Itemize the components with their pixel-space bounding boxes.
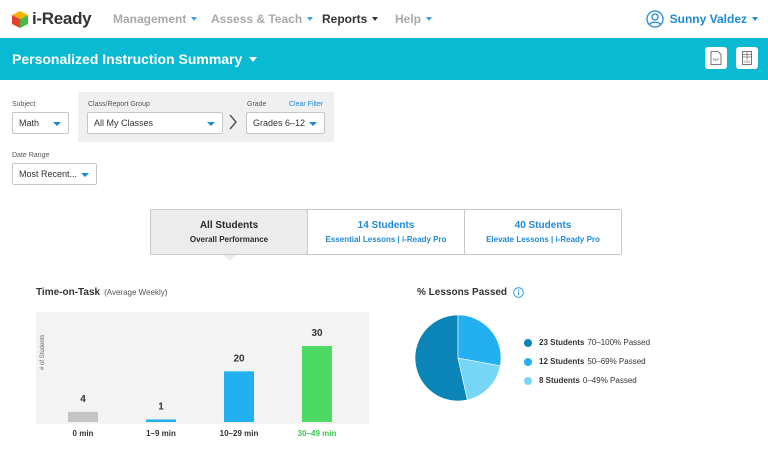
x-tick-label: 30–49 min bbox=[298, 429, 337, 438]
tab-subtitle: Elevate Lessons | i-Ready Pro bbox=[486, 235, 600, 244]
chevron-down-icon bbox=[426, 17, 433, 21]
logo-cube-icon bbox=[12, 10, 28, 28]
tab-essential-lessons[interactable]: 14 Students Essential Lessons | i-Ready … bbox=[308, 210, 465, 254]
chevron-right-icon bbox=[229, 114, 237, 130]
chevron-down-icon bbox=[752, 17, 758, 21]
legend-dot bbox=[524, 357, 532, 366]
legend-dot bbox=[524, 338, 532, 347]
pie-slice[interactable] bbox=[457, 314, 502, 367]
report-title-dropdown[interactable]: Personalized Instruction Summary bbox=[12, 51, 258, 67]
legend-item: 12 Students 50–69% Passed bbox=[524, 352, 650, 371]
pdf-icon-label: PDF bbox=[713, 58, 720, 62]
time-on-task-heading: Time-on-Task (Average Weekly) bbox=[36, 287, 167, 298]
x-tick-label: 0 min bbox=[73, 429, 94, 438]
nav-reports[interactable]: Reports bbox=[322, 12, 379, 26]
csv-icon-label: CSV bbox=[744, 60, 752, 64]
legend-desc: 0–49% Passed bbox=[582, 376, 637, 385]
pie-slice[interactable] bbox=[414, 314, 468, 402]
nav-management[interactable]: Management bbox=[113, 12, 198, 26]
export-pdf-button[interactable]: PDF bbox=[705, 47, 727, 69]
top-nav: i-Ready Management Assess & Teach Report… bbox=[0, 0, 768, 38]
date-range-label: Date Range bbox=[12, 152, 50, 159]
tab-title: All Students bbox=[199, 220, 259, 231]
bar-value-label: 30 bbox=[311, 328, 323, 339]
legend-count: 8 Students bbox=[539, 376, 580, 385]
nav-reports-label: Reports bbox=[322, 12, 368, 26]
class-report-group-value: All My Classes bbox=[94, 118, 154, 128]
date-range-value: Most Recent... bbox=[19, 169, 78, 179]
pdf-icon: PDF bbox=[710, 51, 722, 65]
legend-item: 23 Students 70–100% Passed bbox=[524, 333, 650, 352]
bar-value-label: 20 bbox=[233, 353, 245, 364]
chevron-down-icon bbox=[249, 56, 258, 62]
legend-desc: 70–100% Passed bbox=[587, 338, 651, 347]
bar[interactable] bbox=[68, 411, 98, 422]
nav-management-label: Management bbox=[113, 12, 187, 26]
bar-value-label: 4 bbox=[80, 394, 86, 405]
pie-slice[interactable] bbox=[457, 357, 501, 401]
user-name: Sunny Valdez bbox=[669, 12, 747, 26]
subject-value: Math bbox=[19, 118, 40, 128]
legend-desc: 50–69% Passed bbox=[587, 357, 646, 366]
chevron-down-icon bbox=[81, 173, 89, 177]
subject-label: Subject bbox=[12, 101, 36, 108]
user-avatar-icon bbox=[645, 10, 664, 28]
tab-title: 14 Students bbox=[357, 220, 415, 231]
bar[interactable] bbox=[146, 419, 176, 422]
tab-title: 40 Students bbox=[514, 220, 572, 231]
chevron-down-icon bbox=[372, 17, 379, 21]
iready-logo[interactable]: i-Ready bbox=[12, 9, 92, 28]
chevron-down-icon bbox=[309, 122, 317, 126]
class-report-group-select[interactable]: All My Classes bbox=[87, 112, 223, 134]
tab-subtitle: Essential Lessons | i-Ready Pro bbox=[325, 235, 447, 244]
x-tick-label: 10–29 min bbox=[220, 429, 259, 438]
lessons-passed-heading: % Lessons Passed bbox=[417, 287, 524, 298]
lessons-passed-title: % Lessons Passed bbox=[417, 287, 508, 298]
bar[interactable] bbox=[302, 346, 332, 422]
clear-filter-link[interactable]: Clear Filter bbox=[289, 101, 324, 108]
time-on-task-subtitle: (Average Weekly) bbox=[104, 288, 168, 297]
time-on-task-title: Time-on-Task bbox=[36, 287, 101, 298]
lessons-passed-pie-chart bbox=[414, 314, 502, 402]
chevron-down-icon bbox=[207, 122, 215, 126]
x-tick-label: 1–9 min bbox=[146, 429, 176, 438]
tab-elevate-lessons[interactable]: 40 Students Elevate Lessons | i-Ready Pr… bbox=[465, 210, 621, 254]
chevron-down-icon bbox=[53, 122, 61, 126]
nav-assess-teach-label: Assess & Teach bbox=[211, 12, 303, 26]
tab-subtitle: Overall Performance bbox=[189, 235, 269, 244]
date-range-select[interactable]: Most Recent... bbox=[12, 163, 97, 185]
nav-assess-teach[interactable]: Assess & Teach bbox=[211, 12, 314, 26]
grade-value: Grades 6–12 bbox=[253, 118, 306, 128]
class-report-group-label: Class/Report Group bbox=[88, 101, 150, 108]
report-title: Personalized Instruction Summary bbox=[12, 51, 243, 67]
legend-count: 23 Students bbox=[539, 338, 585, 347]
csv-icon: CSV bbox=[742, 51, 752, 65]
pie-legend: 23 Students 70–100% Passed 12 Students 5… bbox=[524, 333, 650, 390]
tab-all-students[interactable]: All Students Overall Performance bbox=[151, 210, 308, 254]
student-group-tabs: All Students Overall Performance 14 Stud… bbox=[150, 209, 622, 255]
active-tab-pointer bbox=[224, 255, 236, 261]
export-csv-button[interactable]: CSV bbox=[736, 47, 758, 69]
grade-select[interactable]: Grades 6–12 bbox=[246, 112, 325, 134]
chevron-down-icon bbox=[307, 17, 314, 21]
logo-text: i-Ready bbox=[32, 9, 92, 28]
nav-help[interactable]: Help bbox=[395, 12, 433, 26]
nav-help-label: Help bbox=[395, 12, 422, 26]
legend-item: 8 Students 0–49% Passed bbox=[524, 371, 650, 390]
grade-label: Grade bbox=[247, 101, 267, 108]
legend-count: 12 Students bbox=[539, 357, 585, 366]
info-icon[interactable] bbox=[513, 287, 524, 298]
subject-select[interactable]: Math bbox=[12, 112, 69, 134]
report-banner: Personalized Instruction Summary PDF CSV bbox=[0, 38, 768, 80]
chevron-down-icon bbox=[191, 17, 198, 21]
bar-value-label: 1 bbox=[158, 401, 164, 412]
user-menu[interactable]: Sunny Valdez bbox=[645, 10, 758, 28]
bar[interactable] bbox=[224, 371, 254, 422]
legend-dot bbox=[524, 376, 532, 385]
